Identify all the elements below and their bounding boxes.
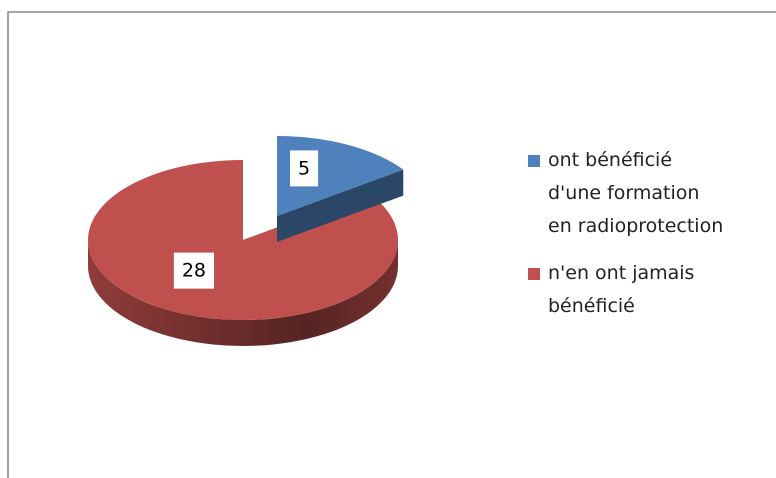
data-label-box <box>173 252 215 289</box>
legend-item: n'en ont jamais bénéficié <box>528 257 728 323</box>
data-label: 28 <box>182 260 206 282</box>
legend-label: n'en ont jamais bénéficié <box>548 262 695 317</box>
legend: ont bénéficié d'une formation en radiopr… <box>528 144 728 337</box>
legend-label: ont bénéficié d'une formation en radiopr… <box>548 149 724 237</box>
slice-wall <box>88 240 398 346</box>
legend-swatch <box>528 268 540 280</box>
slice-side <box>277 169 404 242</box>
legend-item: ont bénéficié d'une formation en radiopr… <box>528 144 728 243</box>
frame <box>7 11 776 478</box>
data-label-box <box>290 150 319 187</box>
legend-swatch <box>528 155 540 167</box>
data-label: 5 <box>298 157 310 179</box>
slice-top <box>88 160 398 320</box>
